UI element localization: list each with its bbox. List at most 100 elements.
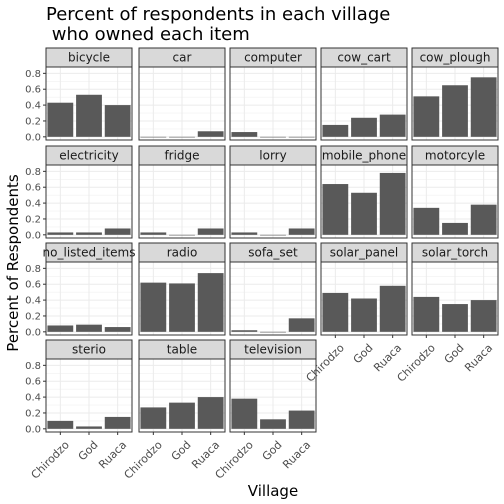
bar-solar-panel-ruaca bbox=[380, 286, 406, 332]
facet-panel-sofa-set: sofa_set bbox=[230, 243, 316, 335]
bar-fridge-chirodzo bbox=[140, 232, 166, 234]
y-tick-label: 0.8 bbox=[25, 167, 41, 178]
facet-strip-label: solar_torch bbox=[422, 246, 488, 260]
bar-sofa-set-chirodzo bbox=[231, 330, 257, 332]
facet-panel-bicycle: bicycle 0.0 0.2 0.4 0.6 0.8 bbox=[25, 48, 132, 143]
facet-strip-label: bicycle bbox=[68, 51, 110, 65]
bar-sofa-set-ruaca bbox=[289, 318, 315, 331]
bar-bicycle-ruaca bbox=[105, 105, 131, 137]
x-axis-title: Village bbox=[248, 482, 298, 500]
facet-panel-mobile-phone: mobile_phone bbox=[321, 146, 407, 238]
facet-panel-no-listed-items: no_listed_items0.00.20.40.60.8 bbox=[25, 243, 135, 338]
y-tick-label: 0.0 bbox=[25, 132, 41, 143]
bar-radio-chirodzo bbox=[140, 283, 166, 332]
x-tick-label: God bbox=[76, 438, 101, 463]
x-tick-label: Ruaca bbox=[96, 438, 129, 471]
bar-radio-god bbox=[169, 283, 195, 331]
bar-solar-torch-chirodzo bbox=[413, 297, 439, 332]
bar-fridge-ruaca bbox=[198, 228, 224, 234]
bar-computer-ruaca bbox=[289, 137, 315, 138]
facet-panel-motorcyle: motorcyle bbox=[412, 146, 498, 238]
bar-sterio-chirodzo bbox=[47, 421, 73, 429]
y-tick-label: 0.8 bbox=[25, 69, 41, 80]
bar-car-chirodzo bbox=[140, 137, 166, 138]
bar-electricity-chirodzo bbox=[47, 232, 73, 234]
y-tick-label: 0.6 bbox=[25, 377, 41, 388]
y-tick-label: 0.2 bbox=[25, 408, 41, 419]
y-tick-label: 0.2 bbox=[25, 116, 41, 127]
y-tick-label: 0.4 bbox=[25, 199, 41, 210]
bar-solar-torch-god bbox=[442, 304, 468, 332]
y-tick-label: 0.4 bbox=[25, 393, 41, 404]
facet-strip-label: lorry bbox=[259, 149, 286, 163]
y-tick-label: 0.0 bbox=[25, 327, 41, 338]
bar-solar-panel-god bbox=[351, 299, 377, 332]
bar-table-god bbox=[169, 403, 195, 429]
bar-no-listed-items-ruaca bbox=[105, 327, 131, 332]
facet-panel-solar-torch: solar_torch bbox=[412, 243, 498, 335]
facet-panels: bicycle 0.0 0.2 0.4 0.6 0.8 car computer cow_car… bbox=[25, 48, 498, 435]
bar-sterio-god bbox=[76, 426, 102, 428]
facet-strip-label: television bbox=[244, 343, 302, 357]
y-tick-label: 0.4 bbox=[25, 296, 41, 307]
facet-panel-radio: radio bbox=[139, 243, 225, 335]
y-tick-label: 0.2 bbox=[25, 311, 41, 322]
bar-computer-chirodzo bbox=[231, 132, 257, 137]
bar-bicycle-god bbox=[76, 95, 102, 137]
bar-cow-cart-god bbox=[351, 118, 377, 137]
bar-sofa-set-god bbox=[260, 332, 286, 333]
bar-mobile-phone-ruaca bbox=[380, 173, 406, 235]
facet-strip-label: computer bbox=[244, 51, 302, 65]
facet-panel-computer: computer bbox=[230, 48, 316, 140]
facet-strip-label: mobile_phone bbox=[322, 149, 406, 163]
bar-television-chirodzo bbox=[231, 399, 257, 429]
facet-strip-label: table bbox=[167, 343, 197, 357]
bar-electricity-ruaca bbox=[105, 228, 131, 234]
y-tick-label: 0.4 bbox=[25, 101, 41, 112]
bar-lorry-ruaca bbox=[289, 228, 315, 234]
y-tick-label: 0.6 bbox=[25, 85, 41, 96]
y-tick-label: 0.2 bbox=[25, 214, 41, 225]
facet-panel-lorry: lorry bbox=[230, 146, 316, 238]
bar-table-chirodzo bbox=[140, 407, 166, 428]
y-tick-label: 0.0 bbox=[25, 230, 41, 241]
bar-computer-god bbox=[260, 137, 286, 138]
facet-strip-label: radio bbox=[167, 246, 198, 260]
bar-sterio-ruaca bbox=[105, 417, 131, 429]
facet-panel-electricity: electricity 0.0 0.2 0.4 0.6 0.8 bbox=[25, 146, 132, 241]
facet-panel-cow-cart: cow_cart bbox=[321, 48, 407, 140]
bar-table-ruaca bbox=[198, 397, 224, 429]
x-tick-label: God bbox=[351, 341, 376, 366]
bar-solar-panel-chirodzo bbox=[322, 293, 348, 332]
bar-radio-ruaca bbox=[198, 273, 224, 332]
facet-strip-label: cow_cart bbox=[337, 51, 391, 65]
facet-strip-label: motorcyle bbox=[425, 149, 485, 163]
y-tick-label: 0.0 bbox=[25, 424, 41, 435]
chart-title-line-1: Percent of respondents in each village bbox=[46, 4, 390, 25]
x-tick-label: Chirodzo bbox=[29, 438, 72, 481]
bar-electricity-god bbox=[76, 232, 102, 234]
y-tick-label: 0.6 bbox=[25, 183, 41, 194]
bar-no-listed-items-chirodzo bbox=[47, 325, 73, 331]
bar-television-god bbox=[260, 419, 286, 429]
x-tick-label: God bbox=[442, 341, 467, 366]
facet-panel-table: table bbox=[139, 340, 225, 432]
facet-strip-label: electricity bbox=[59, 149, 118, 163]
x-tick-label: God bbox=[169, 438, 194, 463]
bar-cow-plough-ruaca bbox=[471, 77, 497, 137]
facet-strip-label: cow_plough bbox=[420, 51, 491, 65]
facet-strip-label: car bbox=[173, 51, 192, 65]
bar-lorry-chirodzo bbox=[231, 232, 257, 234]
facet-panel-sterio: sterio 0.0 0.2 0.4 0.6 0.8 bbox=[25, 340, 132, 435]
bar-car-ruaca bbox=[198, 131, 224, 137]
facet-strip-label: solar_panel bbox=[330, 246, 399, 260]
facet-panel-cow-plough: cow_plough bbox=[412, 48, 498, 140]
bar-lorry-god bbox=[260, 235, 286, 236]
bar-motorcyle-god bbox=[442, 223, 468, 235]
bar-no-listed-items-god bbox=[76, 325, 102, 332]
facet-strip-label: sterio bbox=[72, 343, 106, 357]
chart-title-line-2: who owned each item bbox=[46, 24, 250, 45]
facet-strip-label: fridge bbox=[164, 149, 199, 163]
bar-car-god bbox=[169, 137, 195, 138]
